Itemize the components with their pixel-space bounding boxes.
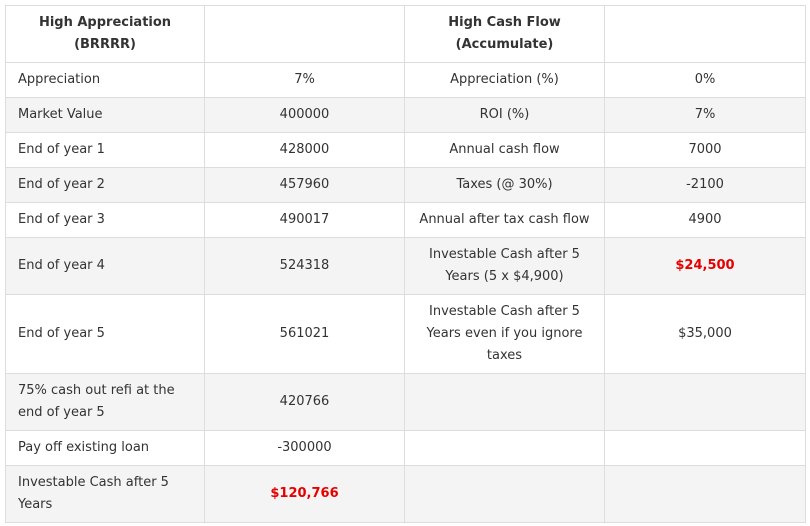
row-value: 420766 bbox=[204, 373, 405, 431]
header-empty-2 bbox=[604, 5, 806, 63]
row-label: Pay off existing loan bbox=[5, 430, 205, 466]
row-value-right: 7% bbox=[604, 97, 806, 133]
highlight-value-24500: $24,500 bbox=[604, 237, 806, 295]
row-label: End of year 3 bbox=[5, 202, 205, 238]
row-label-right bbox=[404, 430, 605, 466]
row-value-right bbox=[604, 465, 806, 523]
row-value-right: 4900 bbox=[604, 202, 806, 238]
header-high-appreciation: High Appreciation (BRRRR) bbox=[5, 5, 205, 63]
row-label: End of year 5 bbox=[5, 294, 205, 374]
row-value-right: $35,000 bbox=[604, 294, 806, 374]
table-container: High Appreciation (BRRRR) High Cash Flow… bbox=[5, 5, 806, 523]
row-value: 7% bbox=[204, 62, 405, 98]
row-label: Investable Cash after 5 Years bbox=[5, 465, 205, 523]
row-label-right: Taxes (@ 30%) bbox=[404, 167, 605, 203]
table-row: End of year 3 490017 Annual after tax ca… bbox=[5, 202, 806, 238]
table-header-row: High Appreciation (BRRRR) High Cash Flow… bbox=[5, 5, 806, 63]
row-value: -300000 bbox=[204, 430, 405, 466]
table-row: 75% cash out refi at the end of year 5 4… bbox=[5, 373, 806, 431]
row-label: End of year 4 bbox=[5, 237, 205, 295]
row-label: End of year 1 bbox=[5, 132, 205, 168]
row-label: Appreciation bbox=[5, 62, 205, 98]
table-row: Appreciation 7% Appreciation (%) 0% bbox=[5, 62, 806, 98]
row-label-right: Appreciation (%) bbox=[404, 62, 605, 98]
row-value: 457960 bbox=[204, 167, 405, 203]
table-row: End of year 1 428000 Annual cash flow 70… bbox=[5, 132, 806, 168]
highlight-value-120766: $120,766 bbox=[204, 465, 405, 523]
row-value: 561021 bbox=[204, 294, 405, 374]
row-value-right: 0% bbox=[604, 62, 806, 98]
row-label-right bbox=[404, 465, 605, 523]
row-value: 428000 bbox=[204, 132, 405, 168]
table-row: End of year 2 457960 Taxes (@ 30%) -2100 bbox=[5, 167, 806, 203]
row-label: 75% cash out refi at the end of year 5 bbox=[5, 373, 205, 431]
row-label-right: Annual cash flow bbox=[404, 132, 605, 168]
table-row: Pay off existing loan -300000 bbox=[5, 430, 806, 466]
table-row: Investable Cash after 5 Years $120,766 bbox=[5, 465, 806, 523]
row-value-right: 7000 bbox=[604, 132, 806, 168]
row-value: 524318 bbox=[204, 237, 405, 295]
row-label-right bbox=[404, 373, 605, 431]
row-value-right bbox=[604, 373, 806, 431]
row-value-right bbox=[604, 430, 806, 466]
header-empty-1 bbox=[204, 5, 405, 63]
row-label: Market Value bbox=[5, 97, 205, 133]
row-value: 490017 bbox=[204, 202, 405, 238]
table-row: Market Value 400000 ROI (%) 7% bbox=[5, 97, 806, 133]
table-row: End of year 5 561021 Investable Cash aft… bbox=[5, 294, 806, 374]
row-label-right: Annual after tax cash flow bbox=[404, 202, 605, 238]
row-value: 400000 bbox=[204, 97, 405, 133]
row-label-right: ROI (%) bbox=[404, 97, 605, 133]
row-label-right: Investable Cash after 5 Years even if yo… bbox=[404, 294, 605, 374]
header-high-cash-flow: High Cash Flow (Accumulate) bbox=[404, 5, 605, 63]
row-value-right: -2100 bbox=[604, 167, 806, 203]
row-label-right: Investable Cash after 5 Years (5 x $4,90… bbox=[404, 237, 605, 295]
table-row: End of year 4 524318 Investable Cash aft… bbox=[5, 237, 806, 295]
investment-comparison-table: High Appreciation (BRRRR) High Cash Flow… bbox=[5, 5, 806, 523]
row-label: End of year 2 bbox=[5, 167, 205, 203]
